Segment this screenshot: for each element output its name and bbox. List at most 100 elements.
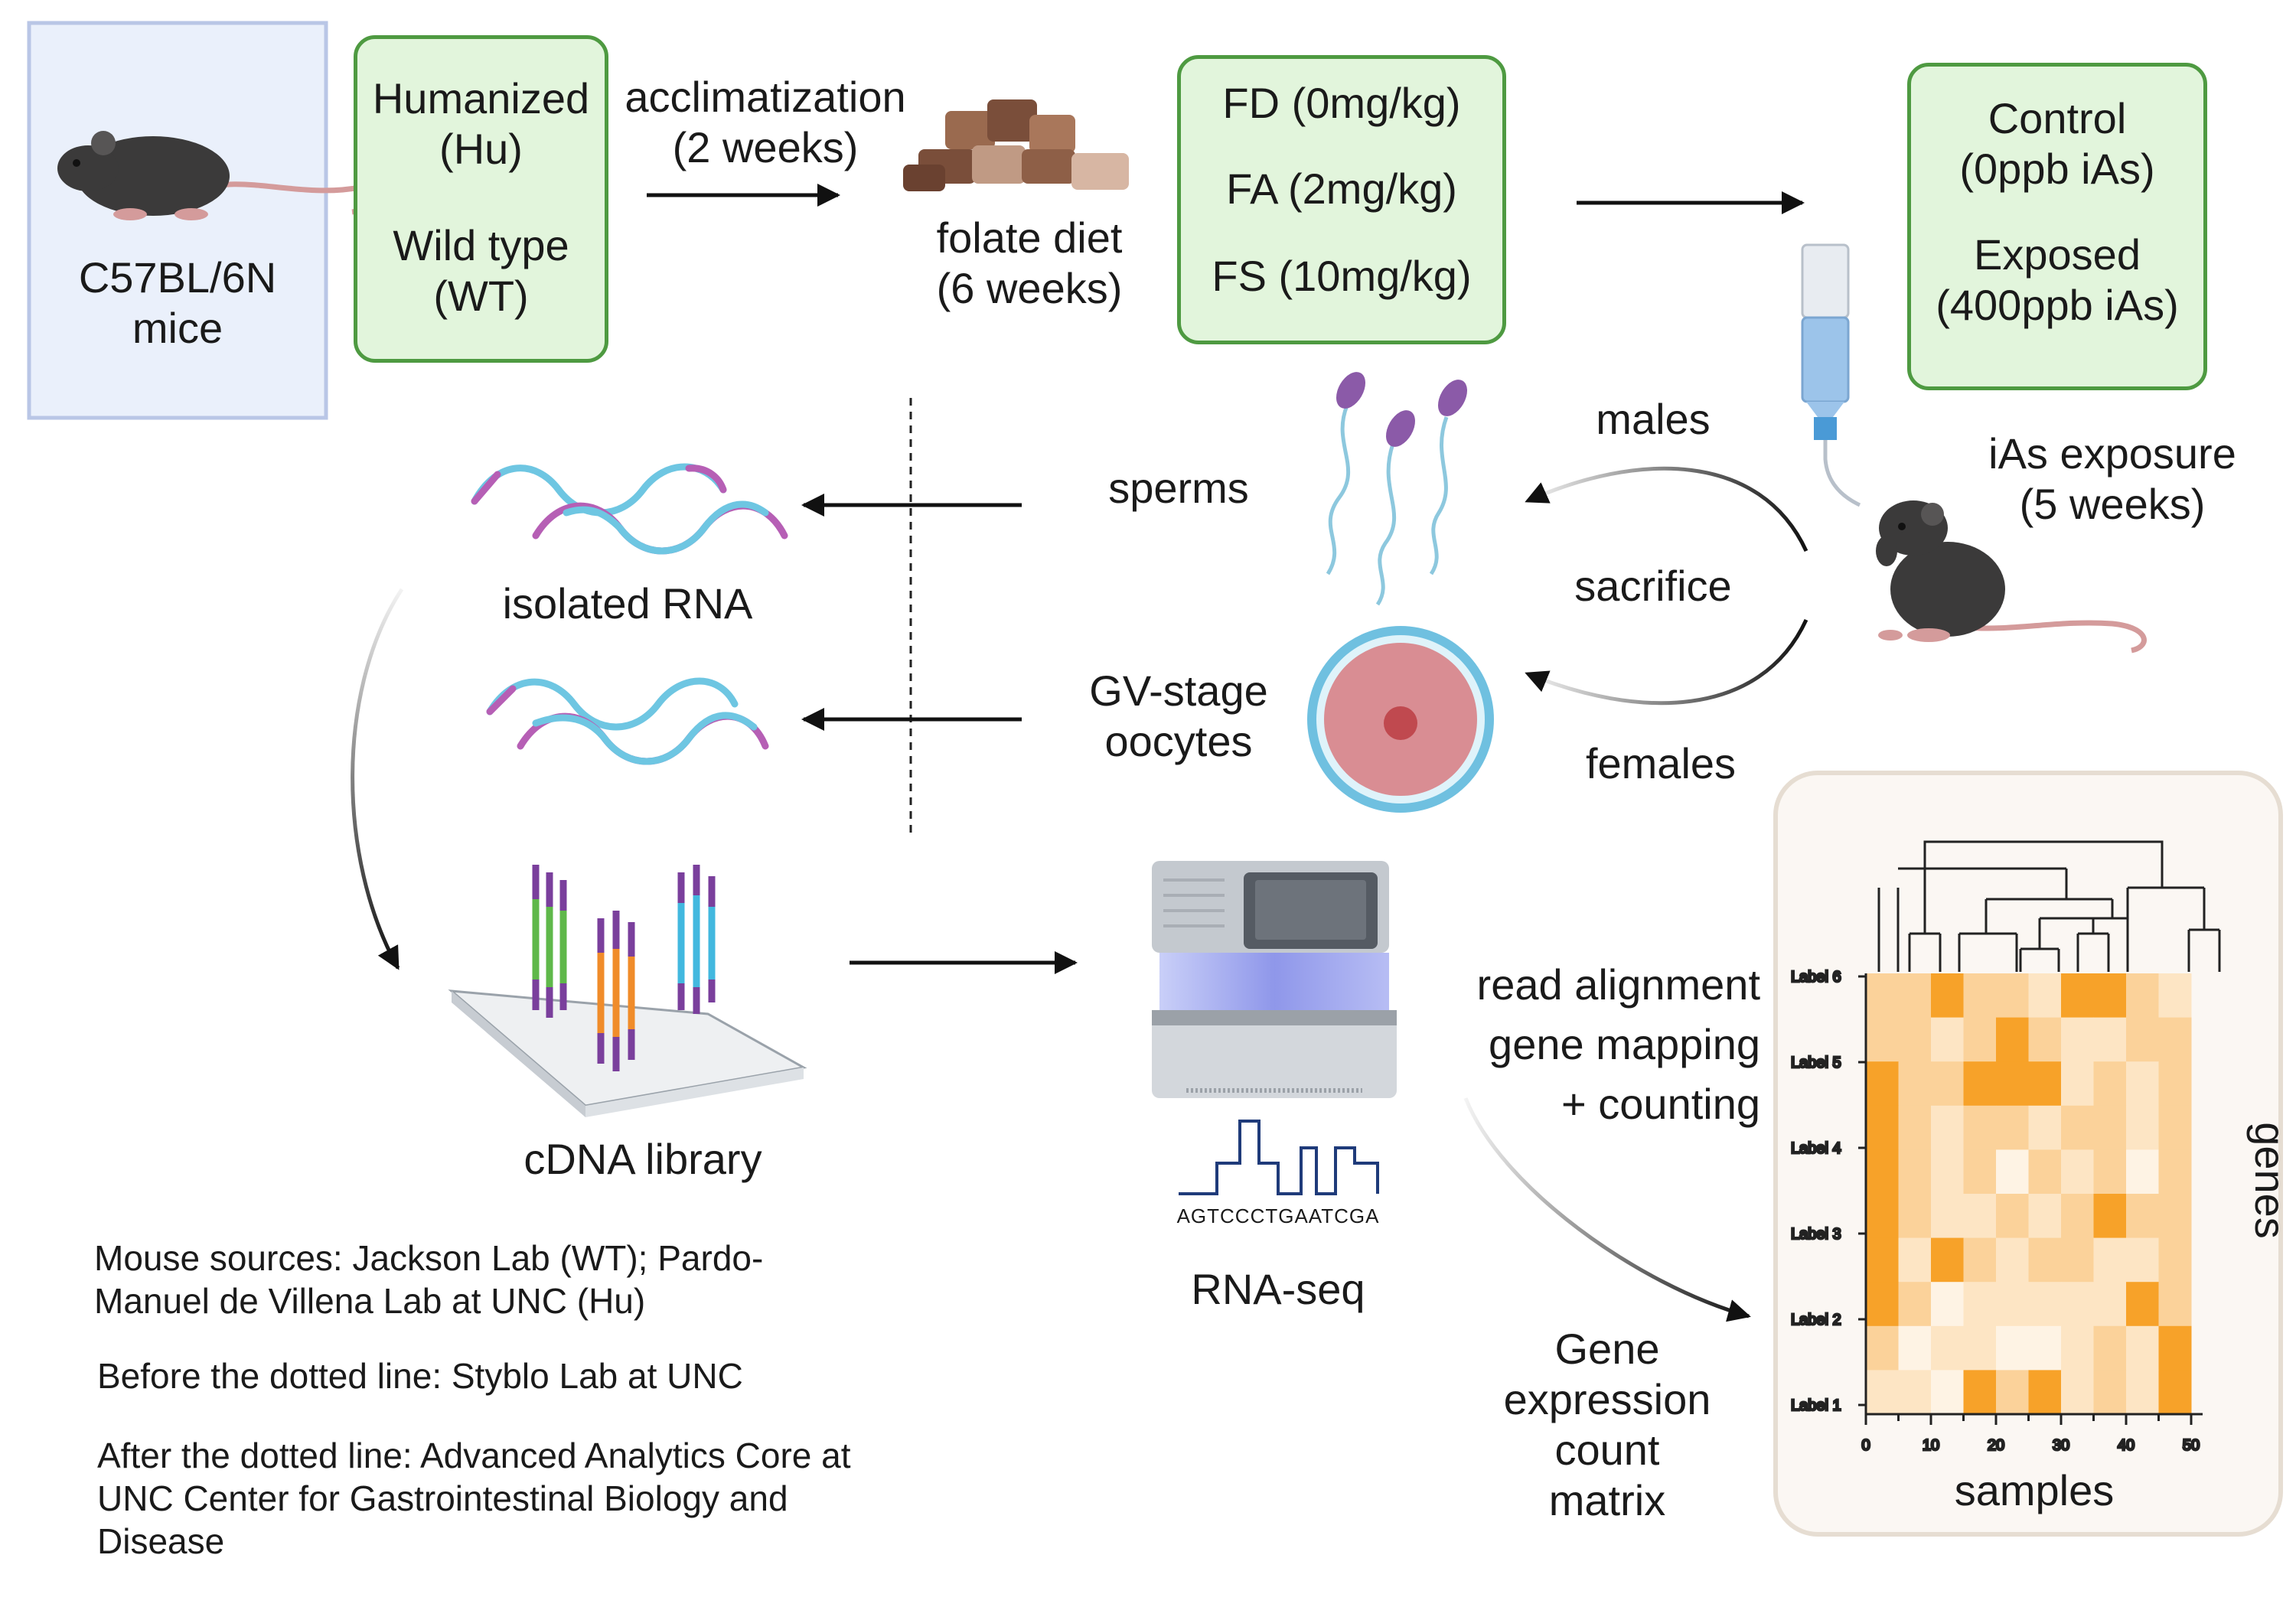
heatmap-cell — [2093, 1282, 2127, 1327]
heatmap-cell — [2061, 1061, 2094, 1107]
heatmap-cell — [2028, 1325, 2062, 1371]
rna-strands-sperm-icon — [471, 463, 788, 555]
mouse-source-panel — [27, 21, 328, 420]
heatmap-cell — [2158, 1105, 2192, 1150]
heatmap-cell — [1963, 1282, 1997, 1327]
heatmap-ylabel: genes — [2245, 1122, 2294, 1239]
heatmap-cell — [1963, 1237, 1997, 1283]
heatmap-cell — [2093, 1105, 2127, 1150]
heatmap-cell — [1931, 1017, 1964, 1062]
wt-line2: (WT) — [433, 272, 529, 320]
exposed-label: Exposed (400ppb iAs) — [1907, 230, 2207, 331]
heatmap-cell — [2061, 1149, 2094, 1195]
heatmap-cell — [1996, 1061, 2029, 1107]
heatmap-row-label: Label 2 — [1791, 1312, 1841, 1328]
heatmap-cell — [1898, 1017, 1932, 1062]
genotype-box — [354, 35, 608, 363]
processing-line1: read alignment — [1476, 960, 1760, 1009]
heatmap-row-label: Label 4 — [1791, 1140, 1841, 1157]
sequencer-icon — [1152, 861, 1397, 1098]
oocytes-label: GV-stage oocytes — [1064, 666, 1293, 767]
heatmap-x-label: 10 — [1923, 1437, 1939, 1454]
heatmap-cell — [2028, 1194, 2062, 1239]
heatmap-cell — [1931, 1370, 1964, 1415]
heatmap-cell — [2093, 1061, 2127, 1107]
heatmap-cell — [1963, 1017, 1997, 1062]
arrow-seq-matrix — [1463, 1097, 1751, 1322]
heatmap-cell — [2158, 1061, 2192, 1107]
heatmap-cell — [1963, 1194, 1997, 1239]
oocyte-icon — [1307, 626, 1494, 813]
heatmap-row-label: Label 6 — [1791, 969, 1841, 986]
heatmap-cell — [1898, 1061, 1932, 1107]
heatmap-cell — [2093, 1370, 2127, 1415]
heatmap-cell — [1898, 1370, 1932, 1415]
heatmap-cell — [2158, 1194, 2192, 1239]
heatmap-cell — [2061, 1017, 2094, 1062]
heatmap-cell — [1898, 1237, 1932, 1283]
cdna-library-icon — [448, 865, 807, 1117]
heatmap-cell — [2028, 1237, 2062, 1283]
output-line3: count — [1554, 1426, 1660, 1474]
diet-fa: FA (2mg/kg) — [1226, 165, 1457, 213]
heatmap-x-label: 40 — [2118, 1437, 2135, 1454]
heatmap-cell — [1931, 1282, 1964, 1327]
heatmap-cell — [1898, 1282, 1932, 1327]
heatmap-cell — [2158, 1325, 2192, 1371]
exposed-line2: (400ppb iAs) — [1936, 281, 2179, 329]
heatmap-x-label: 20 — [1988, 1437, 2004, 1454]
exposed-line1: Exposed — [1974, 230, 2141, 279]
isolated-rna-label: isolated RNA — [502, 579, 753, 627]
oocytes-line2: oocytes — [1104, 717, 1253, 765]
note-after: After the dotted line: Advanced Analytic… — [97, 1434, 851, 1563]
arrow-rna-cdna — [351, 588, 404, 970]
ias-exposure-line2: (5 weeks) — [2019, 480, 2206, 528]
heatmap-xlabel: samples — [1954, 1466, 2115, 1514]
heatmap-cell — [1931, 1325, 1964, 1371]
ias-exposure-label: iAs exposure (5 weeks) — [1975, 429, 2250, 530]
water-bottle-icon — [1801, 243, 1861, 507]
sequence-text: AGTCCCTGAATCGA — [1176, 1204, 1380, 1227]
heatmap-cell — [1866, 1282, 1899, 1327]
diet-fd: FD (0mg/kg) — [1222, 79, 1461, 127]
heatmap-cell — [1996, 1237, 2029, 1283]
output-label: Gene expression count matrix — [1477, 1324, 1737, 1526]
heatmap-cell — [2158, 1282, 2192, 1327]
heatmap-cell — [2093, 1194, 2127, 1239]
output-line2: expression — [1503, 1375, 1711, 1423]
rna-strands-oocyte-icon — [486, 677, 769, 765]
heatmap-cell — [2028, 1061, 2062, 1107]
note-sources-line1: Mouse sources: Jackson Lab (WT); Pardo- — [94, 1238, 764, 1278]
heatmap-cell — [1996, 1282, 2029, 1327]
heatmap-cell — [1996, 1149, 2029, 1195]
heatmap-cell — [1996, 1370, 2029, 1415]
heatmap-cell — [2126, 1194, 2159, 1239]
oocytes-line1: GV-stage — [1089, 667, 1268, 715]
heatmap-cell — [1963, 1061, 1997, 1107]
heatmap-cell — [2061, 1282, 2094, 1327]
heatmap-cell — [2061, 1237, 2094, 1283]
mice-line2: mice — [132, 304, 223, 352]
heatmap-cell — [2093, 973, 2127, 1019]
heatmap-ticks: Label 6 Label 5 Label 4 Label 3 Label 2 Label… — [1790, 968, 2201, 1455]
heatmap-cell — [1898, 1194, 1932, 1239]
males-label: males — [1596, 395, 1711, 443]
note-after-line3: Disease — [97, 1521, 225, 1561]
sperm-cells-icon — [1326, 372, 1467, 606]
heatmap-cell — [1866, 1194, 1899, 1239]
control-label: Control (0ppb iAs) — [1907, 93, 2207, 194]
heatmap-cell — [2158, 1149, 2192, 1195]
heatmap-cell — [1866, 973, 1899, 1019]
heatmap-cell — [1898, 1149, 1932, 1195]
heatmap-cell — [2126, 1061, 2159, 1107]
heatmap-cell — [2158, 973, 2192, 1019]
processing-line3: + counting — [1561, 1080, 1760, 1128]
acclimatization-line2: (2 weeks) — [672, 123, 859, 171]
heatmap-cell — [2126, 1237, 2159, 1283]
sperms-label: sperms — [1108, 464, 1249, 512]
females-label: females — [1585, 739, 1737, 787]
cdna-library-label: cDNA library — [523, 1135, 762, 1183]
heatmap-cell — [1996, 973, 2029, 1019]
hu-line2: (Hu) — [439, 125, 523, 173]
